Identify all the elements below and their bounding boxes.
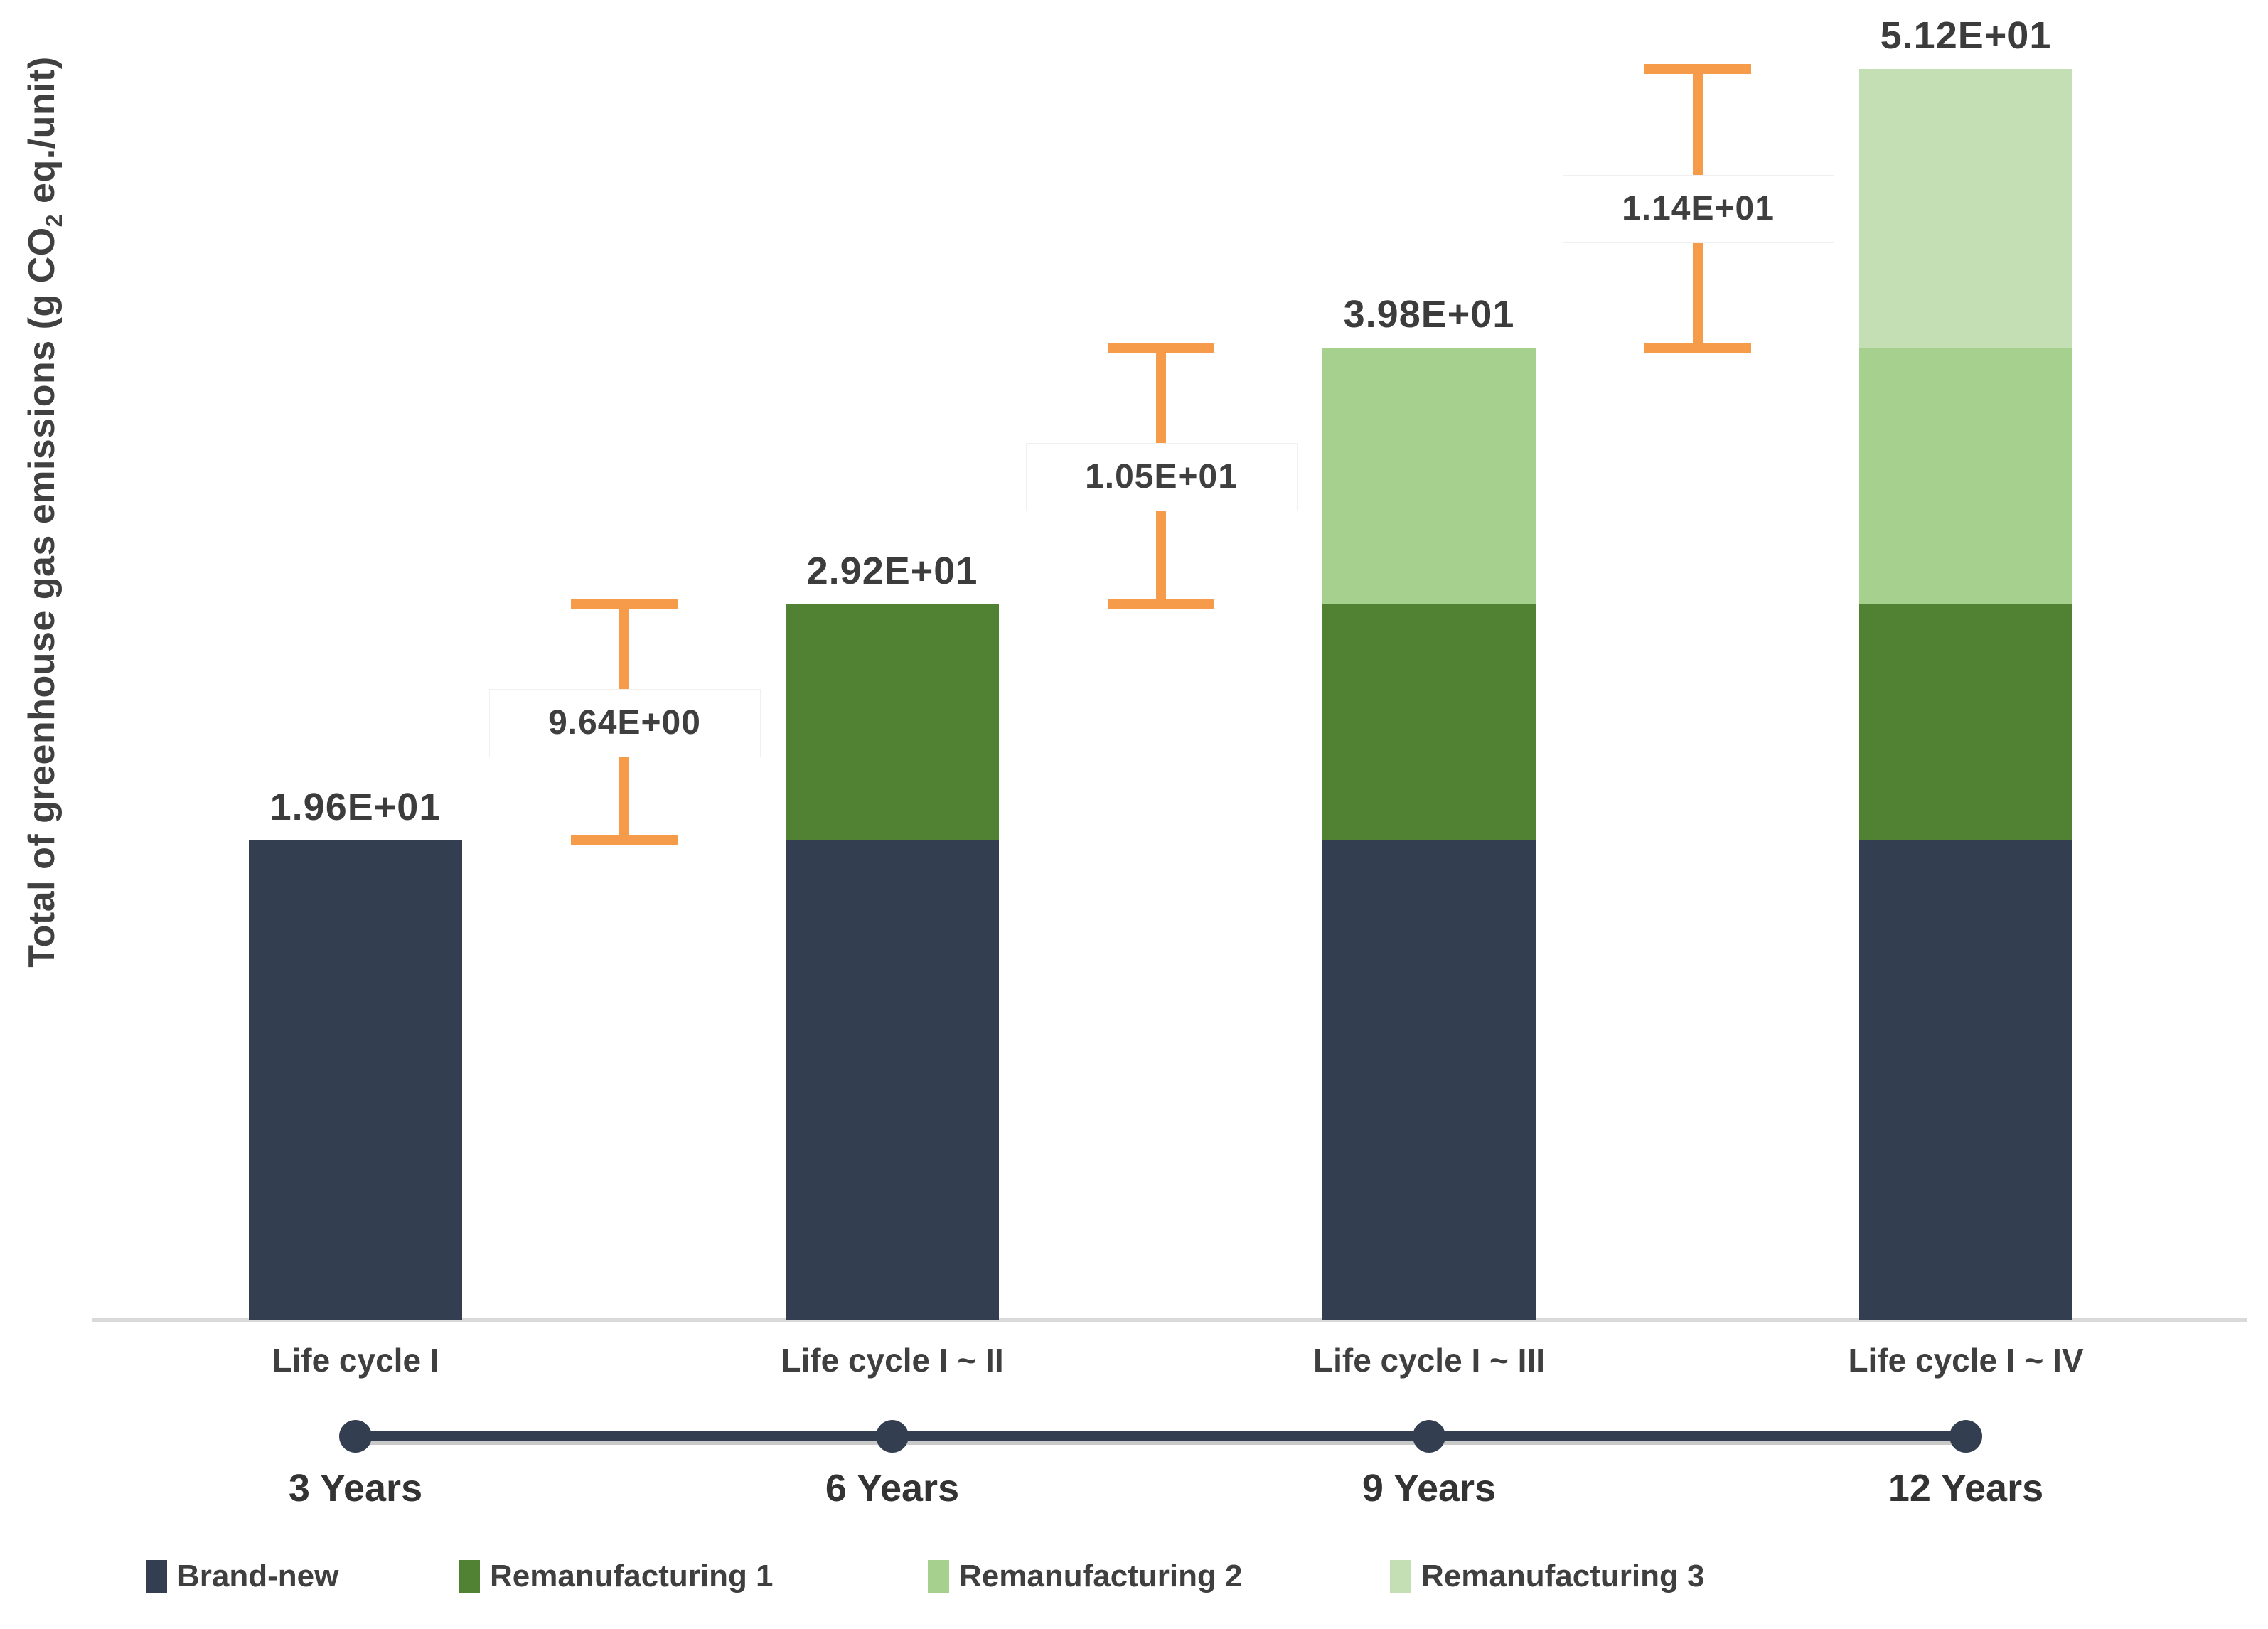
diff-value-label: 9.64E+00 xyxy=(488,688,761,757)
bar-segment-remanufacturing-1 xyxy=(1859,604,2072,840)
legend-label: Remanufacturing 3 xyxy=(1421,1559,1705,1593)
bar-segment-remanufacturing-1 xyxy=(786,604,999,840)
year-label: 12 Years xyxy=(1888,1467,2044,1510)
category-label: Life cycle I ~ IV xyxy=(1848,1342,2084,1379)
year-label: 3 Years xyxy=(288,1467,423,1510)
bar-segment-remanufacturing-3 xyxy=(1859,68,2072,348)
bar-segment-remanufacturing-1 xyxy=(1322,604,1536,840)
diff-bracket-top-cap xyxy=(1107,342,1214,353)
legend-label: Brand-new xyxy=(177,1559,339,1593)
bar-segment-brand-new xyxy=(249,840,462,1320)
timeline-line xyxy=(355,1431,1966,1441)
year-label: 6 Years xyxy=(825,1467,960,1510)
diff-bracket-bottom-cap xyxy=(1644,342,1751,353)
legend-label: Remanufacturing 2 xyxy=(959,1559,1243,1593)
bar-total-label: 1.96E+01 xyxy=(269,785,442,828)
year-label: 9 Years xyxy=(1362,1467,1497,1510)
diff-value-label: 1.14E+01 xyxy=(1562,174,1834,243)
bar-total-label: 5.12E+01 xyxy=(1880,14,2052,57)
legend-item: Remanufacturing 1 xyxy=(459,1559,774,1594)
bar-segment-remanufacturing-2 xyxy=(1859,347,2072,605)
timeline-dot xyxy=(1413,1420,1445,1453)
legend-swatch xyxy=(1390,1560,1411,1593)
diff-bracket-bottom-cap xyxy=(1107,599,1214,610)
x-axis-line xyxy=(92,1318,2247,1322)
bar-segment-brand-new xyxy=(1322,840,1536,1320)
diff-bracket-top-cap xyxy=(1644,63,1751,74)
diff-bracket-top-cap xyxy=(570,599,678,610)
category-label: Life cycle I xyxy=(272,1342,439,1379)
bar-total-label: 3.98E+01 xyxy=(1343,292,1515,336)
legend-swatch xyxy=(146,1560,167,1593)
legend-swatch xyxy=(928,1560,949,1593)
timeline-dot xyxy=(1949,1420,1982,1453)
legend-item: Remanufacturing 3 xyxy=(1390,1559,1705,1594)
category-label: Life cycle I ~ III xyxy=(1313,1342,1545,1379)
bar-segment-brand-new xyxy=(1859,840,2072,1320)
bar-total-label: 2.92E+01 xyxy=(806,550,978,593)
timeline-shadow xyxy=(355,1441,1966,1445)
y-axis-title: Total of greenhouse gas emissions (g CO2… xyxy=(21,56,68,968)
legend-item: Remanufacturing 2 xyxy=(928,1559,1243,1594)
diff-value-label: 1.05E+01 xyxy=(1025,442,1298,511)
timeline-dot xyxy=(339,1420,372,1453)
bar-segment-brand-new xyxy=(786,840,999,1320)
timeline-dot xyxy=(876,1420,909,1453)
legend-label: Remanufacturing 1 xyxy=(490,1559,774,1593)
bar-segment-remanufacturing-2 xyxy=(1322,347,1536,605)
category-label: Life cycle I ~ II xyxy=(781,1342,1004,1379)
diff-bracket-bottom-cap xyxy=(570,835,678,845)
legend-item: Brand-new xyxy=(146,1559,338,1594)
legend-swatch xyxy=(459,1560,480,1593)
